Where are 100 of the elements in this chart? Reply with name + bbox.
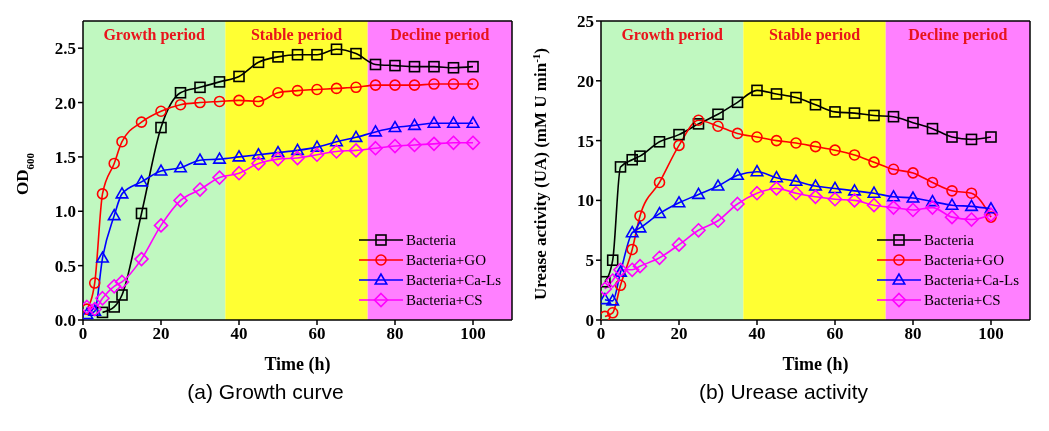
point xyxy=(606,294,620,306)
point xyxy=(369,58,382,71)
point xyxy=(601,310,611,320)
point xyxy=(848,107,861,119)
point xyxy=(828,181,842,194)
point xyxy=(212,170,227,185)
point xyxy=(790,137,802,149)
point xyxy=(311,48,323,61)
point xyxy=(868,156,880,168)
point xyxy=(465,135,481,151)
point xyxy=(790,91,802,104)
point xyxy=(252,95,265,108)
point xyxy=(446,116,461,128)
point xyxy=(153,218,169,233)
point xyxy=(447,78,460,90)
point xyxy=(447,61,460,74)
legend-label: Bacteria+GO xyxy=(923,251,1004,269)
point xyxy=(194,81,206,94)
point xyxy=(426,136,442,152)
point xyxy=(108,157,120,170)
x-axis-title: Time (h) xyxy=(264,354,331,375)
point xyxy=(985,211,997,223)
point xyxy=(348,143,364,158)
point xyxy=(789,174,803,187)
y-tick-label: 0 xyxy=(585,311,594,331)
point xyxy=(770,134,783,147)
point xyxy=(251,147,266,160)
legend-label: Bacteria+Ca-Ls xyxy=(405,271,501,289)
point xyxy=(691,223,706,238)
point xyxy=(808,179,823,191)
point xyxy=(606,254,619,266)
y-tick-label: 1.0 xyxy=(54,202,76,222)
point xyxy=(633,221,647,233)
point xyxy=(632,258,648,274)
point xyxy=(710,213,726,229)
point xyxy=(212,152,227,164)
point xyxy=(309,147,325,163)
point xyxy=(271,145,285,158)
point xyxy=(906,191,920,203)
point xyxy=(809,98,822,111)
band-label: Decline period xyxy=(390,26,490,45)
point xyxy=(194,96,206,109)
point xyxy=(232,150,246,162)
point xyxy=(467,78,479,90)
point xyxy=(673,128,685,141)
legend-label: Bacteria+GO xyxy=(405,251,486,269)
y-tick-label: 0.0 xyxy=(54,311,76,331)
legend-label: Bacteria+CS xyxy=(923,291,1001,309)
point xyxy=(944,209,960,225)
point xyxy=(965,187,978,200)
point xyxy=(329,134,344,147)
point xyxy=(106,278,122,294)
point xyxy=(467,60,479,73)
x-tick-label: 80 xyxy=(904,324,922,344)
legend-label: Bacteria+Ca-Ls xyxy=(923,271,1019,289)
point xyxy=(155,121,167,134)
point xyxy=(291,48,304,61)
point xyxy=(626,243,638,256)
point xyxy=(83,303,93,315)
point xyxy=(829,144,841,156)
point xyxy=(369,79,382,91)
point xyxy=(389,79,401,91)
point xyxy=(605,273,620,288)
x-tick-label: 20 xyxy=(152,324,170,344)
point xyxy=(983,207,999,223)
point xyxy=(886,200,901,215)
point xyxy=(388,120,402,133)
point xyxy=(925,200,940,215)
y-tick-label: 2.5 xyxy=(54,39,76,59)
point xyxy=(290,150,305,166)
point xyxy=(96,188,109,200)
point xyxy=(174,86,187,99)
point xyxy=(291,84,304,97)
point xyxy=(135,207,148,220)
point xyxy=(788,185,804,201)
point xyxy=(350,81,362,94)
x-axis-title: Time (h) xyxy=(782,354,849,375)
point xyxy=(349,130,363,143)
point xyxy=(134,175,149,187)
y-tick-label: 10 xyxy=(577,191,594,211)
point xyxy=(905,202,921,218)
point xyxy=(272,86,284,99)
point xyxy=(731,127,744,140)
point xyxy=(653,136,666,148)
point xyxy=(135,116,148,128)
point xyxy=(926,122,939,135)
point xyxy=(965,133,978,146)
point xyxy=(154,164,168,176)
point xyxy=(310,140,324,152)
point xyxy=(601,275,611,288)
point xyxy=(868,109,880,122)
point xyxy=(389,59,401,72)
point xyxy=(769,181,784,196)
point xyxy=(614,279,627,292)
point xyxy=(809,140,822,153)
x-tick-label: 40 xyxy=(748,324,766,344)
point xyxy=(946,185,958,197)
point xyxy=(407,137,422,153)
point xyxy=(290,143,305,156)
legend-label: Bacteria+CS xyxy=(405,291,483,309)
